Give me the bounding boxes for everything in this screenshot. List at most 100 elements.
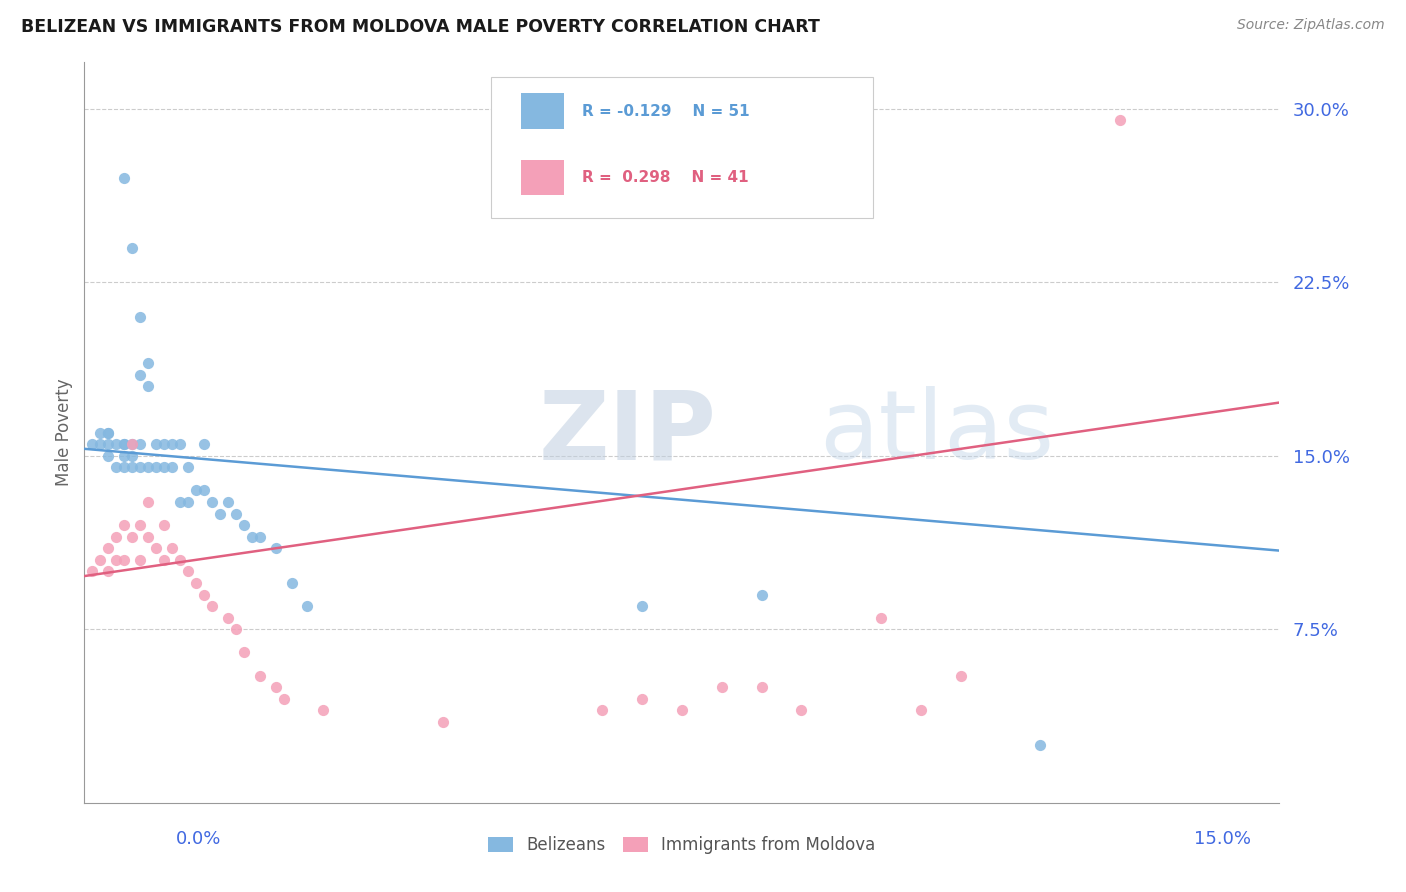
Point [97, 425, 120, 440]
Point [121, 460, 143, 475]
Point [751, 680, 773, 694]
Point [169, 553, 191, 567]
Point [112, 553, 135, 567]
Point [153, 553, 176, 567]
Point [97, 565, 120, 579]
Point [153, 460, 176, 475]
Point [232, 518, 254, 533]
Point [105, 553, 128, 567]
Point [225, 507, 247, 521]
Point [671, 703, 693, 717]
Point [264, 680, 287, 694]
Point [232, 645, 254, 659]
Point [97, 449, 120, 463]
Legend: Belizeans, Immigrants from Moldova: Belizeans, Immigrants from Moldova [482, 830, 882, 861]
Point [97, 541, 120, 556]
Point [121, 449, 143, 463]
Point [89, 553, 111, 567]
Point [136, 379, 159, 393]
Point [264, 541, 287, 556]
Point [240, 530, 263, 544]
Point [870, 610, 893, 624]
Point [112, 518, 135, 533]
Point [121, 437, 143, 451]
Point [217, 495, 239, 509]
Point [169, 495, 191, 509]
Point [297, 599, 319, 614]
Point [591, 703, 613, 717]
Point [249, 668, 271, 682]
Point [631, 691, 654, 706]
Point [184, 576, 207, 591]
Point [273, 691, 295, 706]
Point [129, 368, 152, 382]
Point [105, 460, 128, 475]
Point [82, 437, 104, 451]
Point [949, 668, 972, 682]
Point [225, 622, 247, 636]
Point [129, 553, 152, 567]
Point [129, 518, 152, 533]
Point [193, 437, 215, 451]
Point [184, 483, 207, 498]
Point [82, 565, 104, 579]
Text: atlas: atlas [820, 386, 1054, 479]
Point [751, 588, 773, 602]
Point [136, 530, 159, 544]
Point [177, 495, 200, 509]
Point [432, 714, 454, 729]
Point [145, 437, 167, 451]
Y-axis label: Male Poverty: Male Poverty [55, 379, 73, 486]
Point [105, 530, 128, 544]
Point [105, 437, 128, 451]
Point [121, 530, 143, 544]
Point [1029, 738, 1052, 752]
Point [136, 356, 159, 370]
Point [145, 541, 167, 556]
Point [97, 425, 120, 440]
Point [177, 565, 200, 579]
Text: ZIP: ZIP [538, 386, 717, 479]
Point [129, 460, 152, 475]
Point [201, 599, 224, 614]
Point [169, 437, 191, 451]
Point [112, 437, 135, 451]
Point [145, 460, 167, 475]
FancyBboxPatch shape [520, 94, 564, 128]
FancyBboxPatch shape [491, 78, 873, 218]
Point [160, 460, 183, 475]
Point [129, 310, 152, 324]
Point [136, 495, 159, 509]
Text: R = -0.129    N = 51: R = -0.129 N = 51 [582, 103, 749, 119]
FancyBboxPatch shape [520, 161, 564, 195]
Point [160, 541, 183, 556]
Point [710, 680, 733, 694]
Point [217, 610, 239, 624]
Point [201, 495, 224, 509]
Point [193, 483, 215, 498]
Text: Source: ZipAtlas.com: Source: ZipAtlas.com [1237, 18, 1385, 32]
Point [790, 703, 813, 717]
Point [153, 518, 176, 533]
Point [112, 437, 135, 451]
Point [121, 240, 143, 255]
Point [312, 703, 335, 717]
Point [121, 437, 143, 451]
Point [97, 437, 120, 451]
Point [249, 530, 271, 544]
Point [1109, 113, 1132, 128]
Point [177, 460, 200, 475]
Point [280, 576, 302, 591]
Point [631, 599, 654, 614]
Point [129, 437, 152, 451]
Point [153, 437, 176, 451]
Text: 15.0%: 15.0% [1194, 830, 1251, 847]
Text: BELIZEAN VS IMMIGRANTS FROM MOLDOVA MALE POVERTY CORRELATION CHART: BELIZEAN VS IMMIGRANTS FROM MOLDOVA MALE… [21, 18, 820, 36]
Point [136, 460, 159, 475]
Point [112, 171, 135, 186]
Point [910, 703, 932, 717]
Text: 0.0%: 0.0% [176, 830, 221, 847]
Point [193, 588, 215, 602]
Point [160, 437, 183, 451]
Point [89, 437, 111, 451]
